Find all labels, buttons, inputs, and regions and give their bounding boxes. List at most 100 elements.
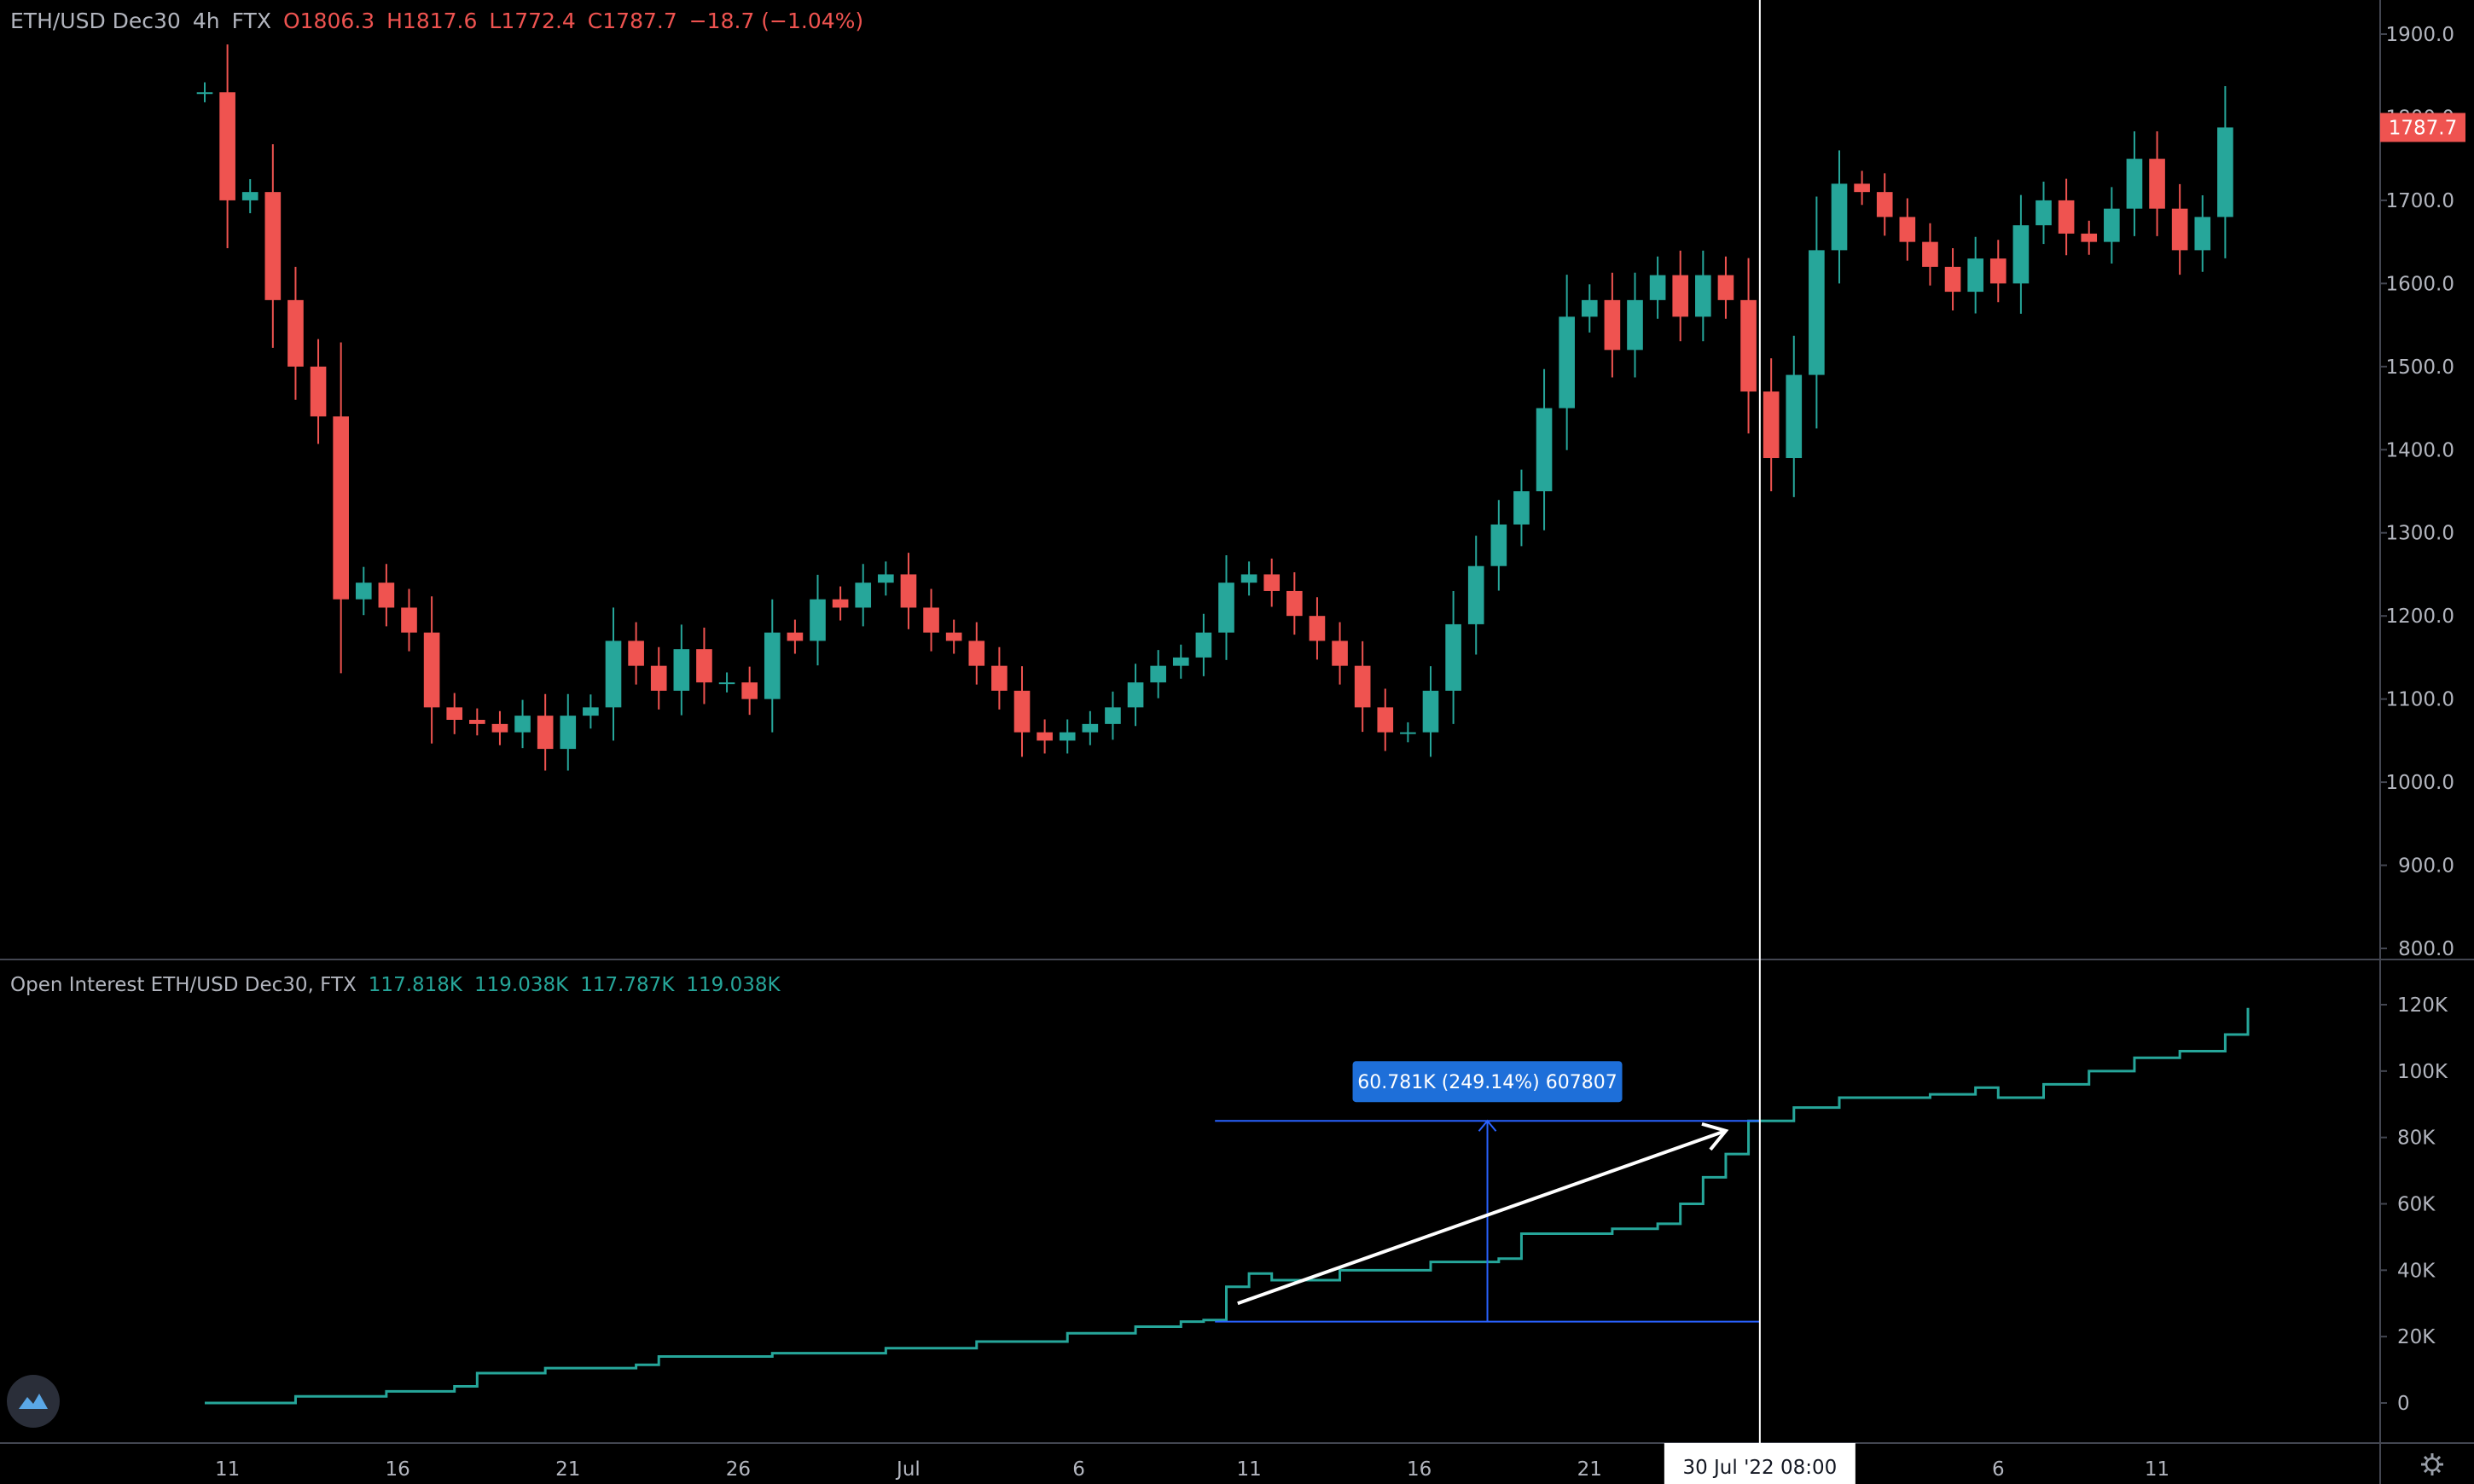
close-value: C1787.7 — [587, 9, 677, 33]
candle-body — [832, 599, 849, 608]
candle-body — [514, 716, 531, 733]
candle-body — [1172, 657, 1189, 666]
candle-body — [1240, 574, 1257, 583]
candle-body — [1604, 299, 1621, 351]
indicator-name[interactable]: Open Interest ETH/USD Dec30, FTX — [10, 974, 357, 996]
candle-body — [1967, 258, 1983, 293]
price-tick-label: 1100.0 — [2386, 689, 2454, 711]
candle-body — [1309, 616, 1326, 641]
exchange-label: FTX — [231, 9, 271, 33]
candle-body — [1989, 258, 2006, 284]
candle-body — [1944, 266, 1961, 293]
candle-body — [1763, 391, 1780, 459]
candle-body — [423, 632, 440, 708]
oi-tick-label: 20K — [2397, 1326, 2436, 1348]
candle-body — [1717, 275, 1734, 300]
price-tick-label: 1700.0 — [2386, 190, 2454, 212]
oi-tick-label: 0 — [2397, 1393, 2410, 1415]
price-tick-label: 1200.0 — [2386, 606, 2454, 628]
candle-body — [378, 583, 395, 608]
candle-body — [2171, 208, 2188, 251]
candle-body — [560, 716, 577, 750]
interval-label[interactable]: 4h — [192, 9, 220, 33]
candle-body — [1899, 217, 1916, 242]
candle-body — [923, 607, 939, 633]
change-value: −18.7 (−1.04%) — [688, 9, 864, 33]
price-tick-label: 1600.0 — [2386, 273, 2454, 295]
candle-body — [2036, 200, 2052, 226]
candle-body — [1559, 316, 1575, 409]
candle-body — [1876, 192, 1893, 217]
time-tick-label: 11 — [1236, 1458, 1261, 1481]
candle-body — [355, 583, 372, 600]
indicator-value-2: 119.038K — [474, 974, 569, 996]
oi-tick-label: 40K — [2397, 1260, 2436, 1282]
measure-arrow-head — [1478, 1119, 1497, 1132]
candle-body — [2149, 159, 2165, 209]
candle-body — [1490, 524, 1507, 566]
candle-body — [264, 192, 282, 300]
indicator-value-3: 117.787K — [580, 974, 675, 996]
candle-body — [333, 416, 349, 600]
crosshair-time-label: 30 Jul '22 08:00 — [1682, 1457, 1837, 1479]
candle-body — [650, 665, 667, 691]
time-tick-label: 6 — [1992, 1458, 2005, 1481]
candle-body — [1740, 299, 1757, 392]
candle-body — [855, 583, 872, 608]
candle-body — [1286, 590, 1303, 617]
time-tick-label: 11 — [215, 1458, 240, 1481]
symbol-label[interactable]: ETH/USD Dec30 — [10, 9, 181, 33]
candle-body — [1854, 183, 1870, 193]
candle-body — [1536, 408, 1553, 491]
last-price-box — [2380, 113, 2465, 142]
time-tick-label: 6 — [1072, 1458, 1085, 1481]
indicator-value-4: 119.038K — [686, 974, 781, 996]
crosshair-time-box — [1664, 1443, 1856, 1484]
candle-body — [1127, 682, 1144, 708]
time-tick-label: 26 — [726, 1458, 751, 1481]
candle-body — [2012, 225, 2030, 284]
price-candles — [196, 44, 2233, 771]
oi-tick-label: 60K — [2397, 1194, 2436, 1216]
candle-body — [2104, 208, 2120, 242]
candle-body — [1195, 632, 1212, 658]
candle-body — [241, 192, 258, 200]
time-tick-label: 16 — [1407, 1458, 1432, 1481]
candle-body — [628, 641, 644, 666]
last-price-label: 1787.7 — [2389, 117, 2457, 139]
trend-arrow — [1237, 1128, 1727, 1306]
candle-body — [1467, 565, 1484, 624]
candle-body — [196, 92, 213, 95]
candle-body — [1218, 583, 1234, 633]
tradingview-logo-icon[interactable] — [7, 1375, 60, 1428]
candle-body — [900, 574, 917, 608]
candle-body — [219, 92, 235, 200]
candle-body — [1922, 241, 1938, 267]
candle-body — [1627, 299, 1643, 351]
candle-body — [583, 707, 599, 716]
price-tick-label: 1400.0 — [2386, 439, 2454, 461]
time-tick-label: 21 — [555, 1458, 580, 1481]
gear-icon[interactable] — [2419, 1452, 2445, 1477]
measure-label: 60.781K (249.14%) 607807 — [1357, 1072, 1617, 1093]
candle-body — [1263, 574, 1281, 591]
candle-body — [2058, 200, 2075, 234]
candle-body — [1422, 690, 1439, 733]
candle-body — [287, 299, 304, 367]
candle-body — [1649, 275, 1666, 300]
candle-body — [2126, 159, 2143, 209]
candle-body — [1377, 707, 1394, 733]
time-tick-label: 16 — [386, 1458, 410, 1481]
candle-body — [696, 649, 712, 683]
time-tick-label: 11 — [2145, 1458, 2169, 1481]
candle-body — [673, 649, 690, 691]
candle-body — [741, 682, 758, 699]
candle-body — [310, 366, 327, 417]
candle-body — [1672, 275, 1689, 317]
candle-body — [1105, 707, 1121, 724]
candle-body — [1082, 723, 1099, 733]
time-tick-label: 21 — [1577, 1458, 1602, 1481]
price-tick-label: 1000.0 — [2386, 772, 2454, 794]
candle-body — [401, 607, 417, 633]
